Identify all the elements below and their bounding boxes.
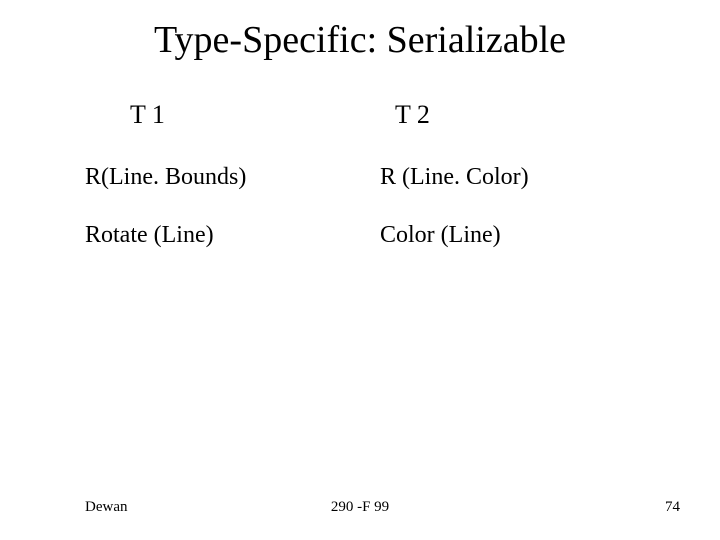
table-cell: R (Line. Color) <box>380 164 529 191</box>
slide: Type-Specific: Serializable T 1 T 2 R(Li… <box>0 0 720 540</box>
footer-course-code: 290 -F 99 <box>0 499 720 516</box>
column-header-t2: T 2 <box>395 100 430 130</box>
table-cell: Color (Line) <box>380 222 501 249</box>
column-header-t1: T 1 <box>130 100 165 130</box>
table-cell: Rotate (Line) <box>85 222 214 249</box>
footer-page-number: 74 <box>665 499 680 516</box>
table-cell: R(Line. Bounds) <box>85 164 246 191</box>
slide-title: Type-Specific: Serializable <box>0 18 720 62</box>
